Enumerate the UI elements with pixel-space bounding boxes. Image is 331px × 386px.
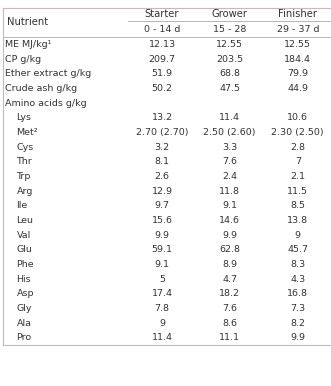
Text: 15.6: 15.6 bbox=[152, 216, 172, 225]
Text: Grower: Grower bbox=[212, 9, 248, 19]
Text: 11.5: 11.5 bbox=[287, 186, 308, 196]
Text: 11.4: 11.4 bbox=[219, 113, 240, 122]
Text: 12.55: 12.55 bbox=[284, 40, 311, 49]
Text: 44.9: 44.9 bbox=[287, 84, 308, 93]
Text: Lys: Lys bbox=[17, 113, 31, 122]
Text: 2.4: 2.4 bbox=[222, 172, 237, 181]
Text: 8.6: 8.6 bbox=[222, 318, 237, 328]
Text: 2.6: 2.6 bbox=[155, 172, 169, 181]
Text: Gly: Gly bbox=[17, 304, 32, 313]
Text: His: His bbox=[17, 274, 31, 284]
Text: Leu: Leu bbox=[17, 216, 33, 225]
Text: 12.13: 12.13 bbox=[149, 40, 176, 49]
Text: 0 - 14 d: 0 - 14 d bbox=[144, 25, 180, 34]
Text: 4.3: 4.3 bbox=[290, 274, 306, 284]
Text: Met²: Met² bbox=[17, 128, 38, 137]
Text: 8.3: 8.3 bbox=[290, 260, 306, 269]
Text: 11.4: 11.4 bbox=[152, 333, 172, 342]
Text: 9.9: 9.9 bbox=[155, 230, 169, 240]
Text: 2.1: 2.1 bbox=[290, 172, 305, 181]
Text: 15 - 28: 15 - 28 bbox=[213, 25, 246, 34]
Text: 13.8: 13.8 bbox=[287, 216, 308, 225]
Text: 7.6: 7.6 bbox=[222, 304, 237, 313]
Text: 11.1: 11.1 bbox=[219, 333, 240, 342]
Text: 51.9: 51.9 bbox=[152, 69, 172, 78]
Text: 12.9: 12.9 bbox=[152, 186, 172, 196]
Text: Trp: Trp bbox=[17, 172, 31, 181]
Text: Phe: Phe bbox=[17, 260, 34, 269]
Text: 8.9: 8.9 bbox=[222, 260, 237, 269]
Text: 3.3: 3.3 bbox=[222, 142, 237, 152]
Text: Arg: Arg bbox=[17, 186, 33, 196]
Text: 9: 9 bbox=[295, 230, 301, 240]
Text: 9.1: 9.1 bbox=[155, 260, 169, 269]
Text: 10.6: 10.6 bbox=[287, 113, 308, 122]
Text: 7.6: 7.6 bbox=[222, 157, 237, 166]
Text: 7.8: 7.8 bbox=[155, 304, 169, 313]
Text: 14.6: 14.6 bbox=[219, 216, 240, 225]
Text: 7: 7 bbox=[295, 157, 301, 166]
Text: 5: 5 bbox=[159, 274, 165, 284]
Text: 16.8: 16.8 bbox=[287, 289, 308, 298]
Text: 8.2: 8.2 bbox=[290, 318, 305, 328]
Text: 11.8: 11.8 bbox=[219, 186, 240, 196]
Text: 4.7: 4.7 bbox=[222, 274, 237, 284]
Text: Asp: Asp bbox=[17, 289, 34, 298]
Text: Ile: Ile bbox=[17, 201, 28, 210]
Text: 184.4: 184.4 bbox=[284, 54, 311, 64]
Text: 3.2: 3.2 bbox=[155, 142, 169, 152]
Text: 29 - 37 d: 29 - 37 d bbox=[276, 25, 319, 34]
Text: 18.2: 18.2 bbox=[219, 289, 240, 298]
Text: 8.5: 8.5 bbox=[290, 201, 305, 210]
Text: Crude ash g/kg: Crude ash g/kg bbox=[5, 84, 77, 93]
Text: 59.1: 59.1 bbox=[152, 245, 172, 254]
Text: 8.1: 8.1 bbox=[155, 157, 169, 166]
Text: 79.9: 79.9 bbox=[287, 69, 308, 78]
Text: Amino acids g/kg: Amino acids g/kg bbox=[5, 98, 87, 108]
Text: Cys: Cys bbox=[17, 142, 34, 152]
Text: 9: 9 bbox=[159, 318, 165, 328]
Text: 2.50 (2.60): 2.50 (2.60) bbox=[203, 128, 256, 137]
Text: CP g/kg: CP g/kg bbox=[5, 54, 41, 64]
Text: 62.8: 62.8 bbox=[219, 245, 240, 254]
Text: Nutrient: Nutrient bbox=[7, 17, 48, 27]
Text: 68.8: 68.8 bbox=[219, 69, 240, 78]
Text: ME MJ/kg¹: ME MJ/kg¹ bbox=[5, 40, 51, 49]
Text: Ala: Ala bbox=[17, 318, 31, 328]
Text: 47.5: 47.5 bbox=[219, 84, 240, 93]
Text: 203.5: 203.5 bbox=[216, 54, 243, 64]
Text: Finisher: Finisher bbox=[278, 9, 317, 19]
Text: 13.2: 13.2 bbox=[152, 113, 173, 122]
Text: 45.7: 45.7 bbox=[287, 245, 308, 254]
Text: Thr: Thr bbox=[17, 157, 32, 166]
Text: 9.9: 9.9 bbox=[222, 230, 237, 240]
Text: 12.55: 12.55 bbox=[216, 40, 243, 49]
Text: 7.3: 7.3 bbox=[290, 304, 306, 313]
Text: 9.7: 9.7 bbox=[155, 201, 169, 210]
Text: 9.9: 9.9 bbox=[290, 333, 305, 342]
Text: 2.70 (2.70): 2.70 (2.70) bbox=[136, 128, 188, 137]
Text: Starter: Starter bbox=[145, 9, 179, 19]
Text: Pro: Pro bbox=[17, 333, 31, 342]
Text: 50.2: 50.2 bbox=[152, 84, 172, 93]
Text: 209.7: 209.7 bbox=[149, 54, 175, 64]
Text: Ether extract g/kg: Ether extract g/kg bbox=[5, 69, 91, 78]
Text: 2.8: 2.8 bbox=[290, 142, 305, 152]
Text: 9.1: 9.1 bbox=[222, 201, 237, 210]
Text: Val: Val bbox=[17, 230, 31, 240]
Text: Glu: Glu bbox=[17, 245, 32, 254]
Text: 2.30 (2.50): 2.30 (2.50) bbox=[271, 128, 324, 137]
Text: 17.4: 17.4 bbox=[152, 289, 172, 298]
